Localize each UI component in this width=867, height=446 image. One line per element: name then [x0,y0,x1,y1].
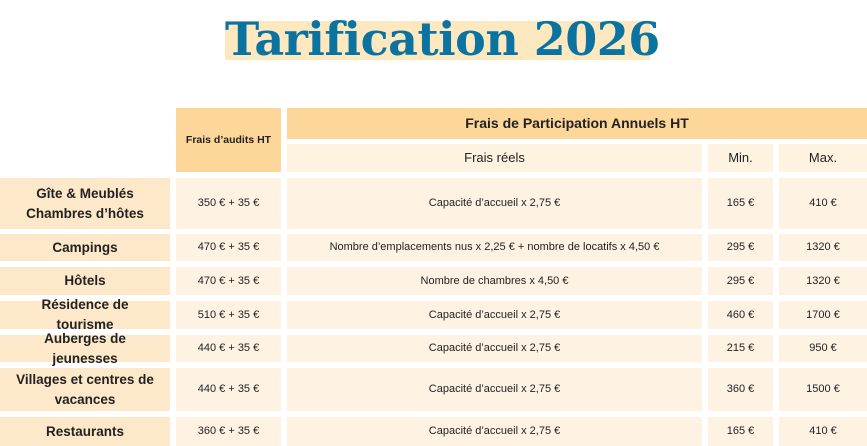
cell-audit: 470 € + 35 € [176,267,281,295]
header-participation: Frais de Participation Annuels HT [287,108,867,139]
cell-max: 1320 € [779,267,867,295]
header-max: Max. [779,144,867,172]
cell-real: Nombre d’emplacements nus x 2,25 € + nom… [287,234,702,261]
cell-min: 215 € [708,335,773,362]
cell-min: 295 € [708,234,773,261]
cell-min: 460 € [708,301,773,329]
cell-label: Villages et centres de vacances [0,368,170,411]
cell-real: Capacité d’accueil x 2,75 € [287,301,702,329]
cell-min: 360 € [708,368,773,411]
cell-real: Capacité d’accueil x 2,75 € [287,335,702,362]
cell-max: 410 € [779,178,867,229]
cell-real: Capacité d’accueil x 2,75 € [287,417,702,446]
header-min: Min. [708,144,773,172]
cell-label: Résidence de tourisme [0,297,170,332]
cell-max: 1500 € [779,368,867,411]
cell-real: Capacité d’accueil x 2,75 € [287,178,702,229]
cell-audit: 360 € + 35 € [176,417,281,446]
cell-audit: 440 € + 35 € [176,335,281,362]
cell-label: Gîte & Meublés Chambres d’hôtes [0,178,170,229]
cell-label: Hôtels [0,267,170,295]
cell-real: Capacité d’accueil x 2,75 € [287,368,702,411]
cell-audit: 440 € + 35 € [176,368,281,411]
cell-audit: 510 € + 35 € [176,301,281,329]
cell-label: Auberges de jeunesses [0,331,170,366]
cell-label: Restaurants [0,417,170,446]
cell-min: 165 € [708,417,773,446]
cell-max: 950 € [779,335,867,362]
header-audit: Frais d’audits HT [176,108,281,172]
cell-real: Nombre de chambres x 4,50 € [287,267,702,295]
page-title: Tarification 2026 [225,12,660,66]
cell-max: 410 € [779,417,867,446]
cell-audit: 470 € + 35 € [176,234,281,261]
cell-audit: 350 € + 35 € [176,178,281,229]
cell-label: Campings [0,234,170,261]
cell-max: 1700 € [779,301,867,329]
cell-max: 1320 € [779,234,867,261]
title-highlight [225,21,650,60]
header-real: Frais réels [287,144,702,172]
cell-min: 165 € [708,178,773,229]
cell-min: 295 € [708,267,773,295]
